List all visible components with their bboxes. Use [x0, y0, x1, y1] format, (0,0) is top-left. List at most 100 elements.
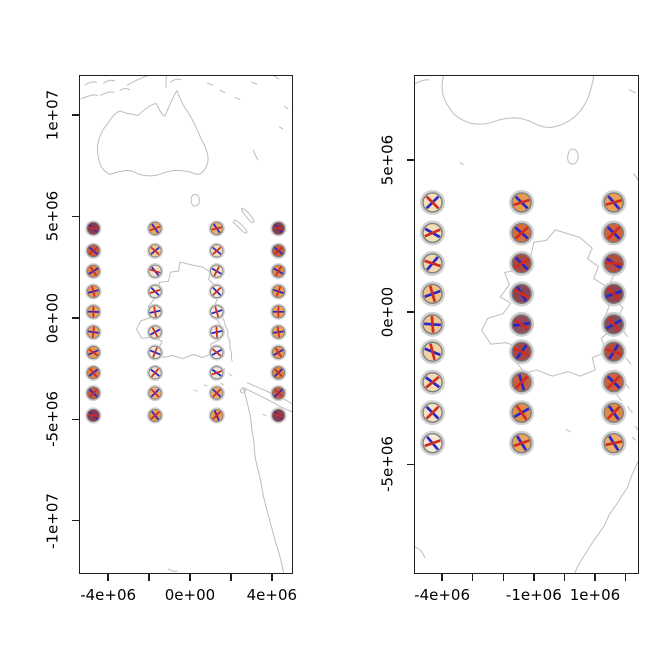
coastline-path	[97, 91, 208, 176]
glyph-halo-ring	[85, 324, 102, 341]
glyph-halo-ring	[601, 250, 627, 276]
map-glyph	[85, 364, 102, 381]
coastline-path	[634, 174, 638, 185]
glyph-red-line	[213, 265, 221, 277]
glyph-red-line	[87, 225, 99, 232]
glyph-red-line	[429, 343, 436, 361]
glyph-red-line	[88, 348, 99, 357]
glyph-halo-ring	[509, 430, 535, 456]
glyph-halo-ring	[601, 220, 627, 246]
map-glyph	[146, 303, 164, 320]
map-glyph	[601, 339, 627, 365]
glyph-halo-ring	[146, 303, 164, 320]
map-glyph	[208, 242, 225, 259]
map-glyph	[208, 263, 225, 280]
glyph-red-line	[274, 347, 283, 358]
map-glyph	[146, 385, 164, 402]
glyph-red-line	[513, 347, 530, 357]
coastline-path	[127, 76, 178, 85]
map-glyph	[601, 189, 627, 215]
glyph-halo-ring	[270, 385, 287, 402]
map-glyph	[270, 324, 287, 341]
glyph-halo-ring	[419, 369, 446, 395]
map-glyph	[208, 385, 225, 402]
glyph-red-line	[425, 405, 440, 420]
glyph-red-line	[89, 368, 98, 378]
y-tick-label: 1e+07	[43, 89, 62, 141]
glyph-halo-ring	[208, 324, 225, 341]
map-glyph	[146, 220, 164, 237]
map-glyph	[270, 242, 287, 259]
x-tick-label: -1e+06	[505, 586, 562, 604]
map-glyph	[601, 311, 627, 337]
glyph-halo-ring	[601, 281, 627, 307]
glyph-halo-ring	[270, 344, 287, 361]
map-glyph	[601, 400, 627, 426]
map-glyph	[509, 369, 535, 395]
map-glyph	[85, 344, 102, 361]
glyph-halo-ring	[85, 303, 102, 320]
glyph-red-line	[212, 287, 222, 296]
map-glyph	[146, 324, 164, 341]
coastline-path	[207, 76, 287, 160]
map-glyph	[509, 220, 535, 246]
map-glyph	[270, 364, 287, 381]
glyph-halo-ring	[146, 364, 164, 381]
glyph-halo-ring	[85, 344, 102, 361]
map-glyph	[509, 250, 535, 276]
glyph-halo-ring	[85, 364, 102, 381]
map-glyph	[509, 339, 535, 365]
glyph-red-line	[425, 195, 440, 210]
glyph-red-line	[513, 318, 530, 331]
y-tick	[72, 520, 79, 522]
map-glyph	[208, 364, 225, 381]
glyph-halo-ring	[419, 339, 446, 365]
map-panel-left	[79, 75, 293, 574]
map-glyph	[146, 407, 164, 424]
glyph-red-line	[150, 368, 160, 378]
coastline-path	[168, 569, 177, 571]
glyph-red-line	[513, 198, 530, 207]
glyph-halo-ring	[208, 263, 225, 280]
glyph-halo-ring	[509, 311, 535, 337]
glyph-halo-ring	[509, 220, 535, 246]
map-glyph	[208, 324, 225, 341]
glyph-halo-ring	[85, 220, 102, 237]
map-glyph	[601, 430, 627, 456]
map-glyph	[419, 400, 446, 426]
map-glyph	[146, 364, 164, 381]
glyph-halo-ring	[601, 311, 627, 337]
glyph-red-line	[212, 348, 222, 357]
x-tick	[271, 574, 273, 581]
map-glyph	[85, 263, 102, 280]
glyph-halo-ring	[208, 407, 225, 424]
glyph-red-line	[606, 287, 621, 301]
glyph-halo-ring	[419, 220, 446, 246]
map-panel-right	[414, 75, 639, 574]
glyph-halo-ring	[509, 369, 535, 395]
x-tick	[624, 574, 627, 581]
glyph-red-line	[424, 439, 441, 448]
x-tick	[107, 574, 109, 581]
glyph-halo-ring	[509, 400, 535, 426]
map-glyph	[208, 344, 225, 361]
x-tick	[148, 574, 150, 581]
map-glyph	[85, 283, 102, 300]
map-glyph	[601, 281, 627, 307]
x-tick	[471, 574, 474, 581]
map-glyph	[509, 311, 535, 337]
x-tick-label: 4e+06	[246, 586, 298, 604]
glyph-red-line	[607, 317, 621, 332]
glyph-halo-ring	[85, 407, 102, 424]
glyph-red-line	[425, 375, 440, 389]
glyph-halo-ring	[208, 344, 225, 361]
glyph-halo-ring	[601, 189, 627, 215]
map-glyph	[270, 283, 287, 300]
glyph-halo-ring	[270, 364, 287, 381]
map-glyph	[85, 220, 102, 237]
glyph-red-line	[514, 226, 529, 240]
y-tick-label: -5e+06	[43, 391, 62, 448]
glyph-halo-ring	[601, 400, 627, 426]
y-tick-label: -1e+07	[43, 492, 62, 549]
